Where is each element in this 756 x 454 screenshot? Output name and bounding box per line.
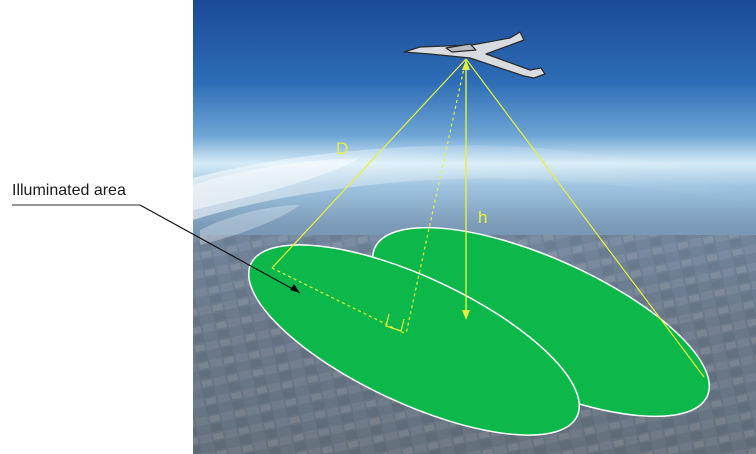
illuminated-area-label: Illuminated area <box>12 182 126 199</box>
slant-range-label: D <box>336 139 348 158</box>
slant-range-line <box>405 58 467 335</box>
ray-left <box>271 58 467 269</box>
altitude-arrow-top <box>462 60 470 70</box>
callout-leader-line-diagonal <box>139 204 301 294</box>
ground-range-line <box>271 267 407 335</box>
glider-uav-icon <box>403 31 546 79</box>
geometry-lines <box>271 58 705 378</box>
right-angle-marker <box>385 313 405 332</box>
altitude-arrow-bottom <box>462 310 470 320</box>
callout-arrowhead <box>290 284 300 293</box>
altitude-label: h <box>478 208 487 227</box>
footprint-left <box>247 244 581 436</box>
ray-right <box>465 58 705 378</box>
